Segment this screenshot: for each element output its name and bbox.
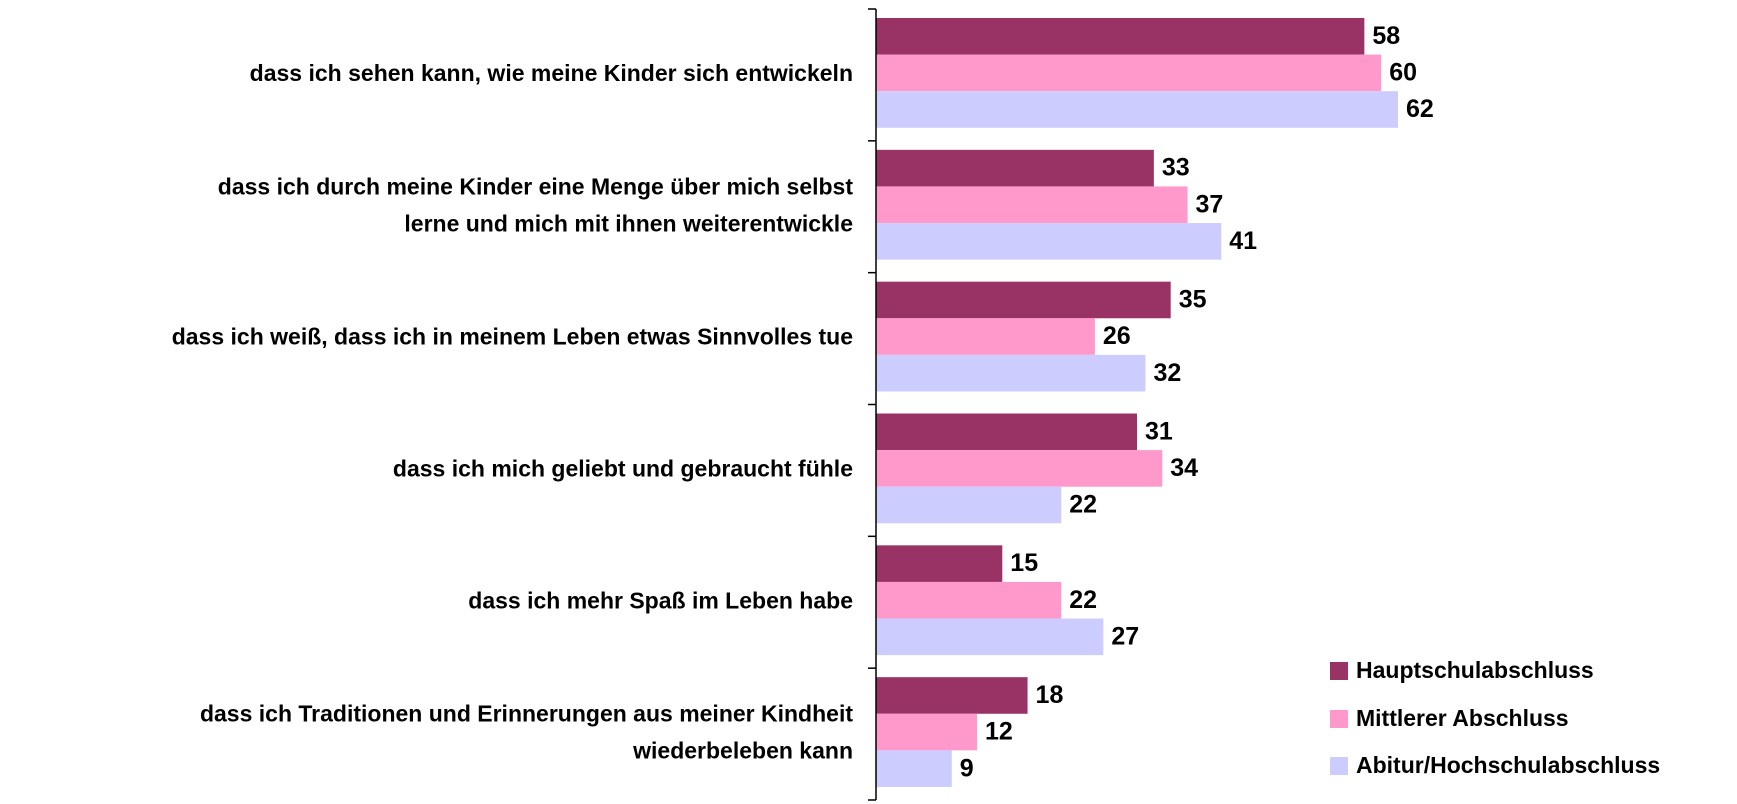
legend-swatch	[1330, 757, 1348, 775]
bar	[876, 54, 1382, 92]
bar	[876, 354, 1146, 392]
category-label: dass ich mehr Spaß im Leben habe	[468, 587, 853, 613]
category-label: lerne und mich mit ihnen weiterentwickle	[404, 210, 853, 236]
bar	[876, 618, 1104, 656]
bar	[876, 413, 1138, 451]
bar	[876, 281, 1171, 319]
bar	[876, 581, 1062, 619]
bar	[876, 677, 1028, 714]
category-label: dass ich mich geliebt und gebraucht fühl…	[393, 455, 853, 481]
category-label: dass ich sehen kann, wie meine Kinder si…	[250, 60, 853, 86]
legend-label: Mittlerer Abschluss	[1356, 705, 1569, 731]
category-label: dass ich weiß, dass ich in meinem Leben …	[172, 324, 853, 350]
value-label: 33	[1162, 154, 1190, 182]
bar	[876, 750, 952, 787]
value-label: 26	[1103, 322, 1131, 350]
value-label: 22	[1069, 491, 1097, 519]
bar	[876, 149, 1154, 187]
legend-label: Hauptschulabschluss	[1356, 657, 1594, 683]
value-label: 18	[1036, 681, 1064, 709]
legend-label: Abitur/Hochschulabschluss	[1356, 752, 1660, 778]
bar	[876, 450, 1163, 487]
category-label: wiederbeleben kann	[632, 738, 853, 764]
bar	[876, 545, 1003, 582]
value-label: 62	[1406, 95, 1434, 123]
legend-swatch	[1330, 662, 1348, 680]
value-label: 58	[1372, 22, 1400, 50]
value-label: 32	[1153, 359, 1181, 387]
category-label: dass ich Traditionen und Erinnerungen au…	[200, 701, 853, 727]
bar	[876, 91, 1399, 128]
value-label: 9	[960, 754, 974, 782]
bar	[876, 318, 1095, 355]
value-label: 35	[1179, 286, 1207, 314]
category-label: dass ich durch meine Kinder eine Menge ü…	[218, 173, 854, 199]
legend-swatch	[1330, 710, 1348, 728]
value-label: 22	[1069, 586, 1097, 614]
value-label: 12	[985, 718, 1013, 746]
value-label: 31	[1145, 417, 1173, 445]
bar	[876, 486, 1062, 524]
value-label: 34	[1170, 454, 1198, 482]
value-label: 41	[1229, 227, 1257, 255]
value-label: 37	[1196, 190, 1224, 218]
value-label: 15	[1010, 549, 1038, 577]
bar	[876, 18, 1365, 55]
bar	[876, 713, 978, 751]
bar	[876, 186, 1188, 224]
bar	[876, 223, 1222, 260]
value-label: 27	[1111, 622, 1139, 650]
value-label: 60	[1389, 59, 1417, 87]
